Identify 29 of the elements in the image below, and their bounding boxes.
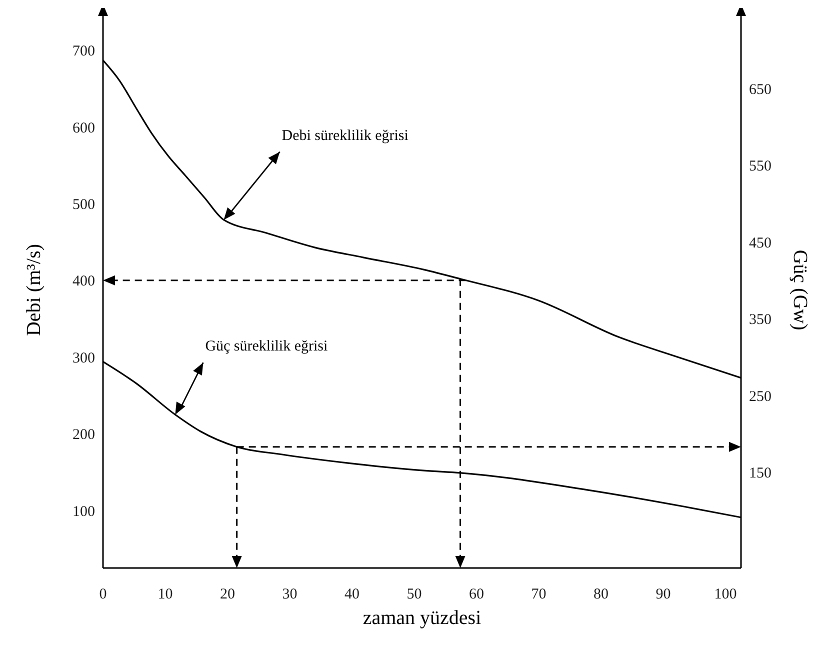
y2-axis-title: Güç (Gw) [789,250,811,330]
y-axis-title: Debi (m³/s) [23,244,45,336]
y-tick-label: 200 [72,427,95,444]
x-tick-label: 20 [220,586,235,603]
y2-tick-label: 650 [749,82,772,98]
x-tick-label: 70 [531,586,546,603]
x-tick-label: 60 [468,586,484,603]
x-tick-label: 10 [158,586,173,603]
y-tick-label: 300 [72,350,95,366]
y2-tick-label: 350 [749,312,772,328]
y2-tick-label: 450 [749,235,772,252]
x-tick-label: 30 [282,586,298,603]
y-tick-label: 600 [72,120,95,136]
x-tick-label: 90 [656,586,671,603]
x-tick-label: 50 [406,586,422,603]
y-tick-label: 400 [72,274,95,290]
x-tick-label: 0 [99,586,107,603]
y2-tick-label: 250 [749,388,772,405]
x-tick-label: 100 [714,586,737,603]
annotation: Güç süreklilik eğrisi [205,338,328,355]
x-axis-title: zaman yüzdesi [362,607,482,629]
y2-tick-label: 550 [749,158,772,175]
y-tick-label: 100 [72,504,95,520]
annotation: Debi süreklilik eğrisi [282,128,408,144]
y2-tick-label: 150 [749,465,772,482]
y-tick-label: 700 [72,44,95,60]
x-tick-label: 80 [593,586,608,603]
x-tick-label: 40 [344,586,360,603]
y-tick-label: 500 [72,197,95,214]
